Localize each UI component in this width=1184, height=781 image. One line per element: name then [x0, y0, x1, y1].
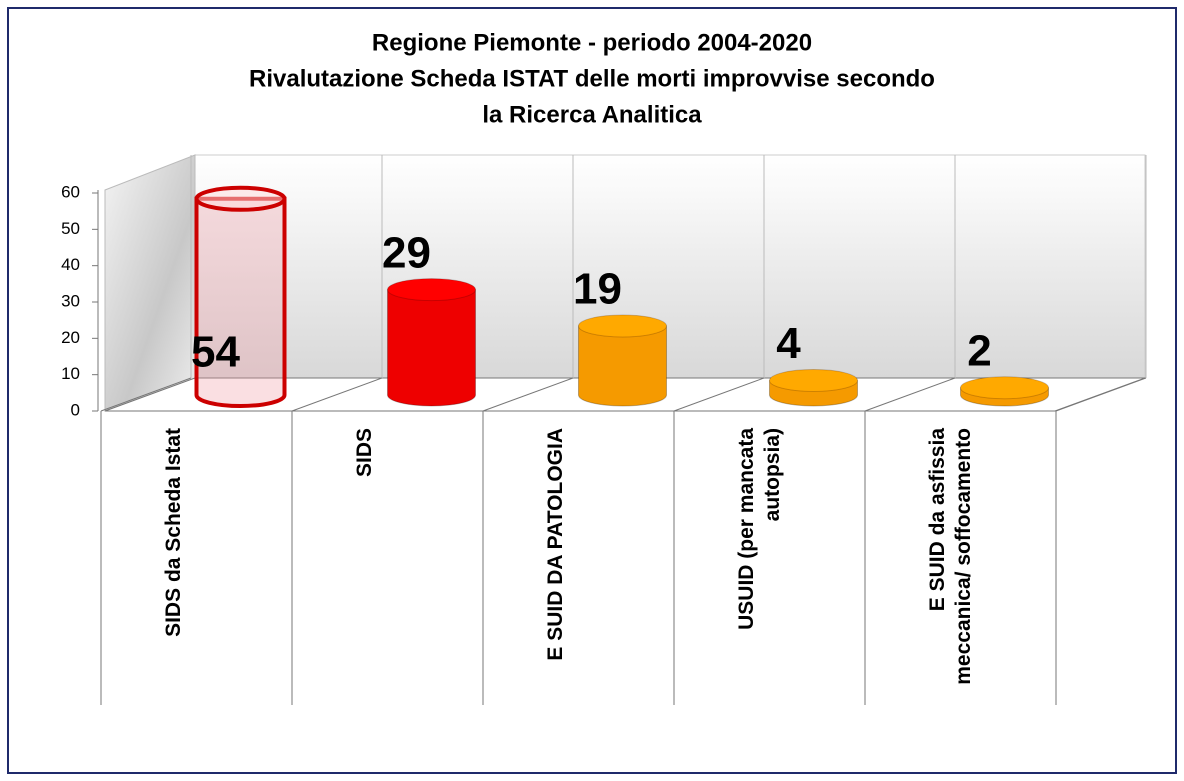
- divider: [291, 377, 383, 412]
- bar-part: [578, 325, 667, 407]
- bar-part: [194, 185, 287, 212]
- chart-title: Rivalutazione Scheda ISTAT delle morti i…: [249, 65, 935, 92]
- divider: [673, 377, 765, 412]
- divider: [100, 377, 192, 412]
- x-tick-label: SIDS: [352, 428, 376, 478]
- bar-part: [960, 376, 1049, 400]
- y-tick-label: 10: [61, 364, 80, 383]
- y-tick-label: 40: [61, 255, 80, 274]
- chart-title: Regione Piemonte - periodo 2004-2020: [372, 29, 812, 56]
- bar: [960, 376, 1049, 407]
- divider: [1055, 377, 1147, 412]
- bar: [769, 368, 858, 407]
- bar-part: [387, 278, 476, 302]
- bar: [387, 278, 476, 407]
- bar-part: [769, 368, 858, 392]
- bar-part: [578, 314, 667, 338]
- chart-title: la Ricerca Analitica: [482, 101, 702, 128]
- x-tick-label: SIDS da Scheda Istat: [161, 428, 185, 637]
- y-tick-label: 20: [61, 328, 80, 347]
- divider: [864, 377, 956, 412]
- divider: [482, 377, 574, 412]
- side-wall: [104, 154, 196, 412]
- value-label: 4: [776, 319, 801, 368]
- back-wall: [194, 154, 1146, 379]
- x-tick-label: E SUID DA PATOLOGIA: [543, 428, 567, 661]
- y-tick-label: 0: [71, 400, 80, 419]
- x-tick-label: USUID (per mancata autopsia): [734, 428, 784, 630]
- bar: [578, 314, 667, 407]
- y-tick-label: 60: [61, 182, 80, 201]
- y-tick-label: 50: [61, 219, 80, 238]
- value-label: 19: [573, 265, 622, 314]
- value-label: 54: [191, 328, 240, 377]
- x-tick-label: E SUID da asfissia meccanica/ soffocamen…: [925, 428, 975, 685]
- bar-part: [387, 289, 476, 407]
- value-label: 29: [382, 228, 431, 277]
- value-label: 2: [967, 326, 991, 375]
- bar-part: [194, 196, 287, 408]
- y-tick-label: 30: [61, 291, 80, 310]
- bar: [194, 185, 287, 408]
